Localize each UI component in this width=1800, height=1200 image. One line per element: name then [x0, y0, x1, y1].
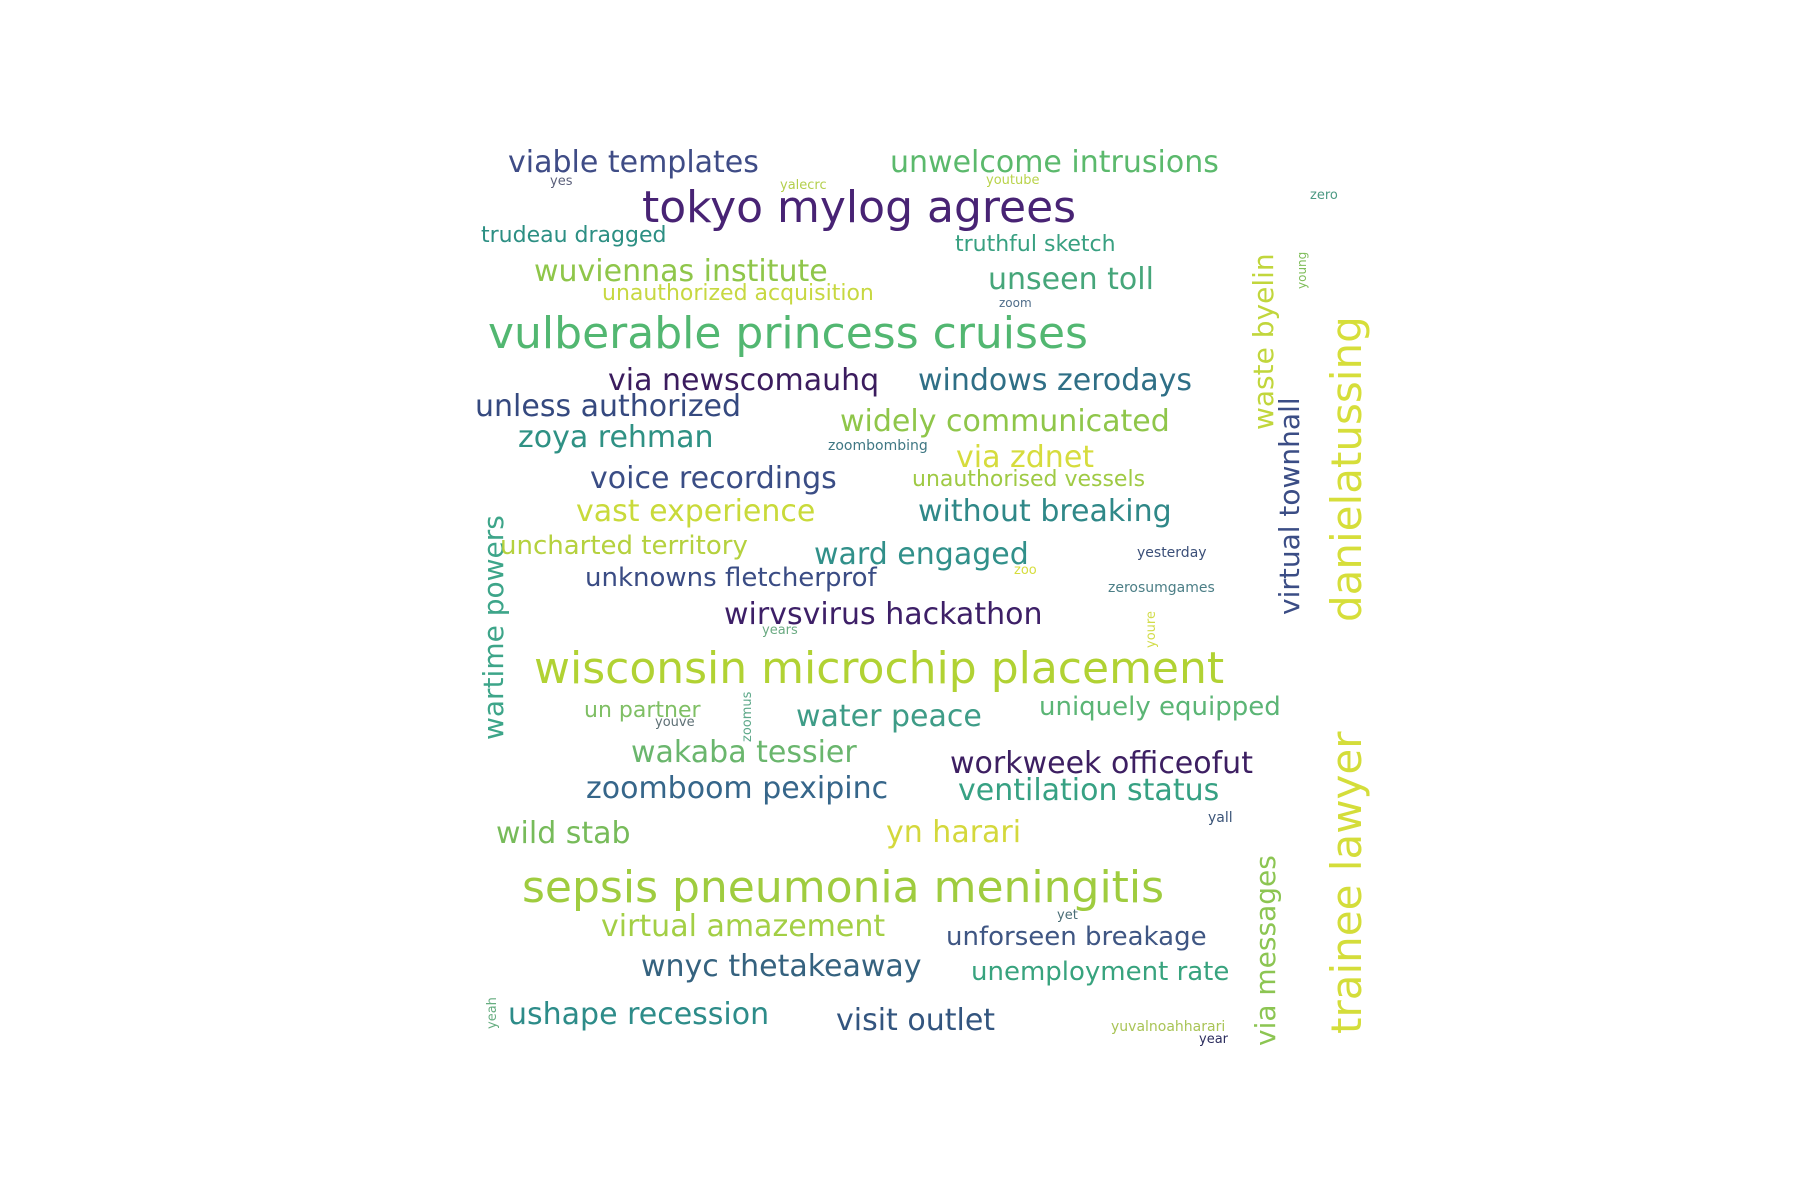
word: youtube: [986, 173, 1040, 188]
word: zoomboom pexipinc: [586, 771, 889, 806]
word: via zdnet: [956, 440, 1095, 475]
word: zoombombing: [828, 438, 928, 454]
word: year: [1199, 1032, 1229, 1047]
word: unknowns fletcherprof: [585, 563, 877, 593]
word: yeah: [485, 997, 500, 1029]
word: yuvalnoahharari: [1111, 1019, 1226, 1035]
word: wnyc thetakeaway: [641, 949, 922, 984]
word: sepsis pneumonia meningitis: [522, 862, 1165, 913]
word: un partner: [584, 698, 701, 723]
word: yall: [1208, 810, 1233, 826]
word: ward engaged: [814, 537, 1029, 572]
word: yalecrc: [780, 178, 827, 193]
word: zoya rehman: [518, 420, 714, 455]
word: zerosumgames: [1108, 580, 1215, 596]
word: ventilation status: [958, 773, 1220, 808]
word: visit outlet: [836, 1003, 996, 1038]
word: yet: [1057, 908, 1078, 923]
word: yn harari: [886, 815, 1022, 850]
word: danielatussing: [1322, 316, 1371, 622]
word: unauthorized acquisition: [602, 281, 874, 306]
word: water peace: [796, 699, 982, 734]
word: wakaba tessier: [631, 735, 857, 770]
word: young: [1295, 251, 1309, 289]
word: years: [762, 623, 798, 638]
word: trainee lawyer: [1322, 731, 1371, 1034]
word: virtual townhall: [1273, 397, 1306, 615]
word: uncharted territory: [500, 531, 748, 561]
word: unwelcome intrusions: [890, 145, 1219, 180]
word: zero: [1310, 188, 1338, 203]
word: virtual amazement: [601, 909, 886, 944]
word: via messages: [1249, 855, 1282, 1046]
word: wild stab: [496, 816, 631, 851]
word: youre: [1144, 611, 1159, 648]
word: without breaking: [918, 494, 1172, 529]
word: via newscomauhq: [608, 363, 880, 398]
word: unemployment rate: [971, 957, 1230, 987]
word: truthful sketch: [955, 232, 1116, 257]
word: tokyo mylog agrees: [642, 182, 1077, 233]
word: vulberable princess cruises: [488, 308, 1088, 359]
word: ushape recession: [508, 997, 770, 1032]
word: wisconsin microchip placement: [534, 643, 1225, 694]
word: unless authorized: [475, 389, 742, 424]
word: zoom: [999, 296, 1032, 310]
word: zoo: [1014, 563, 1037, 578]
word: workweek officeofut: [950, 746, 1253, 781]
word: uniquely equipped: [1039, 692, 1281, 722]
word: unseen toll: [988, 262, 1154, 297]
word: voice recordings: [590, 461, 837, 496]
word: youve: [655, 715, 695, 730]
word: wirvsvirus hackathon: [724, 597, 1043, 632]
word: unforseen breakage: [946, 922, 1207, 952]
word: yesterday: [1137, 545, 1207, 561]
word: wuviennas institute: [534, 254, 828, 289]
word: vast experience: [576, 494, 816, 529]
word: yes: [550, 174, 573, 189]
word: viable templates: [508, 145, 759, 180]
word: trudeau dragged: [481, 223, 667, 248]
word: unauthorised vessels: [912, 467, 1146, 492]
word: windows zerodays: [918, 363, 1193, 398]
word: widely communicated: [840, 404, 1170, 439]
